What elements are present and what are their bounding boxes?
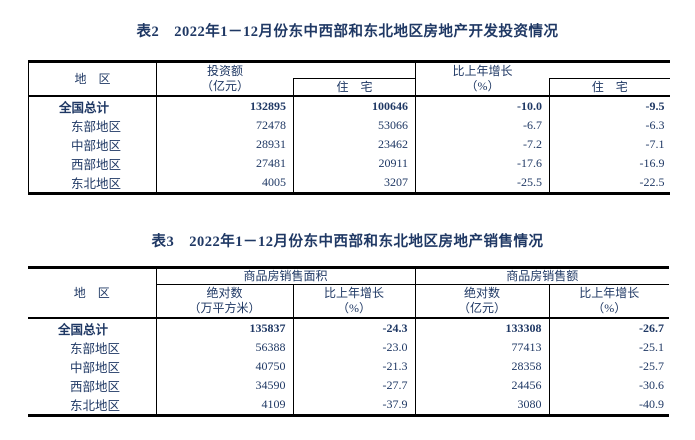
- region-cell: 全国总计: [28, 316, 157, 338]
- growth-cell: -10.0: [415, 94, 550, 116]
- region-cell: 东部地区: [28, 115, 157, 135]
- residential-cell: 20911: [293, 153, 416, 173]
- table2-title: 表2 2022年1－12月份东中西部和东北地区房地产开发投资情况: [136, 24, 559, 40]
- table2-header-growth-line2: （%）: [465, 78, 500, 93]
- table3-header-amount-abs-line1: 绝对数: [464, 286, 501, 301]
- table3-header-area-abs: 绝对数 （万平方米）: [156, 284, 294, 318]
- table3-header-amount-growth: 比上年增长 （%）: [549, 285, 669, 318]
- table3-header-area-growth-line2: （%）: [337, 300, 371, 315]
- investment-cell: 4005: [156, 172, 294, 193]
- region-cell: 中部地区: [28, 356, 157, 376]
- amount-cell: 24456: [415, 375, 550, 395]
- area-cell: 4109: [156, 394, 294, 415]
- table3-header-area-growth: 比上年增长 （%）: [293, 284, 416, 318]
- growth-cell: -25.5: [415, 172, 550, 193]
- table2-body: 全国总计 132895 100646 -10.0 -9.5 东部地区 72478…: [28, 94, 670, 193]
- table-row: 中部地区 28931 23462 -7.2 -7.1: [28, 134, 670, 154]
- investment-cell: 72478: [156, 115, 294, 135]
- table-row: 全国总计 135837 -24.3 133308 -26.7: [28, 316, 670, 338]
- growth-cell: -17.6: [415, 153, 550, 173]
- region-cell: 东北地区: [28, 394, 157, 415]
- table2-investment: 地 区 投资额 （亿元） 比上年增长 （%） 住 宅 住 宅 全国总计: [28, 60, 670, 195]
- growth-residential-cell: -9.5: [549, 94, 670, 116]
- area-cell: 135837: [156, 316, 294, 338]
- amount-growth-cell: -26.7: [549, 316, 670, 338]
- amount-cell: 77413: [415, 337, 550, 357]
- investment-cell: 28931: [156, 134, 294, 154]
- area-growth-cell: -23.0: [293, 337, 416, 357]
- growth-residential-cell: -6.3: [645, 117, 665, 132]
- table3-body: 全国总计 135837 -24.3 133308 -26.7 东部地区 5638…: [28, 316, 670, 415]
- table3-header-area-growth-line1: 比上年增长: [324, 286, 385, 301]
- table3-header-region: 地 区: [28, 267, 157, 318]
- table2-header-growth-residential: 住 宅: [549, 78, 670, 96]
- residential-cell: 100646: [293, 94, 416, 116]
- area-growth-cell: -21.3: [293, 356, 416, 376]
- area-growth-cell: -27.7: [293, 375, 416, 395]
- growth-residential-cell: -16.9: [639, 155, 665, 170]
- table2-header-growth: 比上年增长 （%）: [415, 61, 550, 96]
- amount-growth-cell: -25.1: [639, 339, 665, 354]
- table3-header: 地 区 商品房销售面积 商品房销售额 绝对数 （万平方米） 比上年增长 （%） …: [28, 267, 670, 318]
- area-cell: 56388: [156, 337, 294, 357]
- table3-header-amount-abs: 绝对数 （亿元）: [415, 284, 550, 318]
- table3-header-group-area: 商品房销售面积: [156, 267, 416, 285]
- table-row: 西部地区 34590 -27.7 24456 -30.6: [28, 375, 669, 395]
- area-cell: 40750: [156, 356, 294, 376]
- amount-cell: 133308: [415, 316, 550, 338]
- amount-growth-cell: -30.6: [639, 377, 665, 392]
- investment-cell: 27481: [156, 153, 294, 173]
- table3-sales: 地 区 商品房销售面积 商品房销售额 绝对数 （万平方米） 比上年增长 （%） …: [28, 266, 670, 417]
- table2-header-investment-line1: 投资额: [206, 64, 243, 79]
- residential-cell: 53066: [293, 115, 416, 135]
- region-cell: 东部地区: [28, 337, 157, 357]
- growth-residential-cell: -7.1: [645, 136, 665, 151]
- table-row: 中部地区 40750 -21.3 28358 -25.7: [28, 356, 669, 376]
- table2-header: 地 区 投资额 （亿元） 比上年增长 （%） 住 宅 住 宅: [28, 61, 670, 96]
- area-cell: 34590: [156, 375, 294, 395]
- table2-header-spacer-left: [293, 61, 416, 79]
- table3-header-amount-growth-line1: 比上年增长: [579, 286, 640, 301]
- table3-title: 表3 2022年1－12月份东中西部和东北地区房地产销售情况: [151, 234, 544, 250]
- table2-header-growth-line1: 比上年增长: [452, 64, 513, 79]
- table3-header-group-amount: 商品房销售额: [415, 267, 670, 285]
- table2-header-region: 地 区: [28, 61, 157, 96]
- table3-header-area-abs-line1: 绝对数: [206, 286, 243, 301]
- table-row: 东北地区 4005 3207 -25.5 -22.5: [28, 172, 670, 193]
- region-cell: 西部地区: [28, 153, 157, 173]
- table2-header-investment: 投资额 （亿元）: [157, 62, 294, 96]
- table-row: 西部地区 27481 20911 -17.6 -16.9: [28, 153, 670, 173]
- table-row: 东部地区 56388 -23.0 77413 -25.1: [28, 337, 669, 357]
- growth-residential-cell: -22.5: [639, 174, 665, 189]
- table2-header-residential: 住 宅: [293, 78, 416, 96]
- residential-cell: 23462: [293, 134, 416, 154]
- growth-cell: -7.2: [415, 134, 550, 154]
- amount-cell: 3080: [415, 394, 550, 415]
- area-growth-cell: -24.3: [293, 316, 416, 338]
- table-row: 全国总计 132895 100646 -10.0 -9.5: [28, 94, 670, 116]
- region-cell: 中部地区: [28, 134, 157, 154]
- amount-growth-cell: -25.7: [639, 358, 665, 373]
- table3-header-amount-abs-line2: （亿元）: [458, 300, 507, 315]
- region-cell: 东北地区: [28, 172, 157, 193]
- table-row: 东北地区 4109 -37.9 3080 -40.9: [28, 394, 669, 415]
- table-row: 东部地区 72478 53066 -6.7 -6.3: [28, 115, 670, 135]
- residential-cell: 3207: [293, 172, 416, 193]
- table3-header-area-abs-line2: （万平方米）: [188, 300, 261, 315]
- table2-header-spacer-right: [549, 61, 670, 79]
- amount-growth-cell: -40.9: [639, 396, 665, 411]
- table2-header-investment-line2: （亿元）: [200, 78, 249, 93]
- investment-cell: 132895: [156, 94, 294, 116]
- area-growth-cell: -37.9: [293, 394, 416, 415]
- region-cell: 全国总计: [28, 94, 157, 116]
- region-cell: 西部地区: [28, 375, 157, 395]
- table3-header-amount-growth-line2: （%）: [592, 300, 627, 315]
- amount-cell: 28358: [415, 356, 550, 376]
- growth-cell: -6.7: [415, 115, 550, 135]
